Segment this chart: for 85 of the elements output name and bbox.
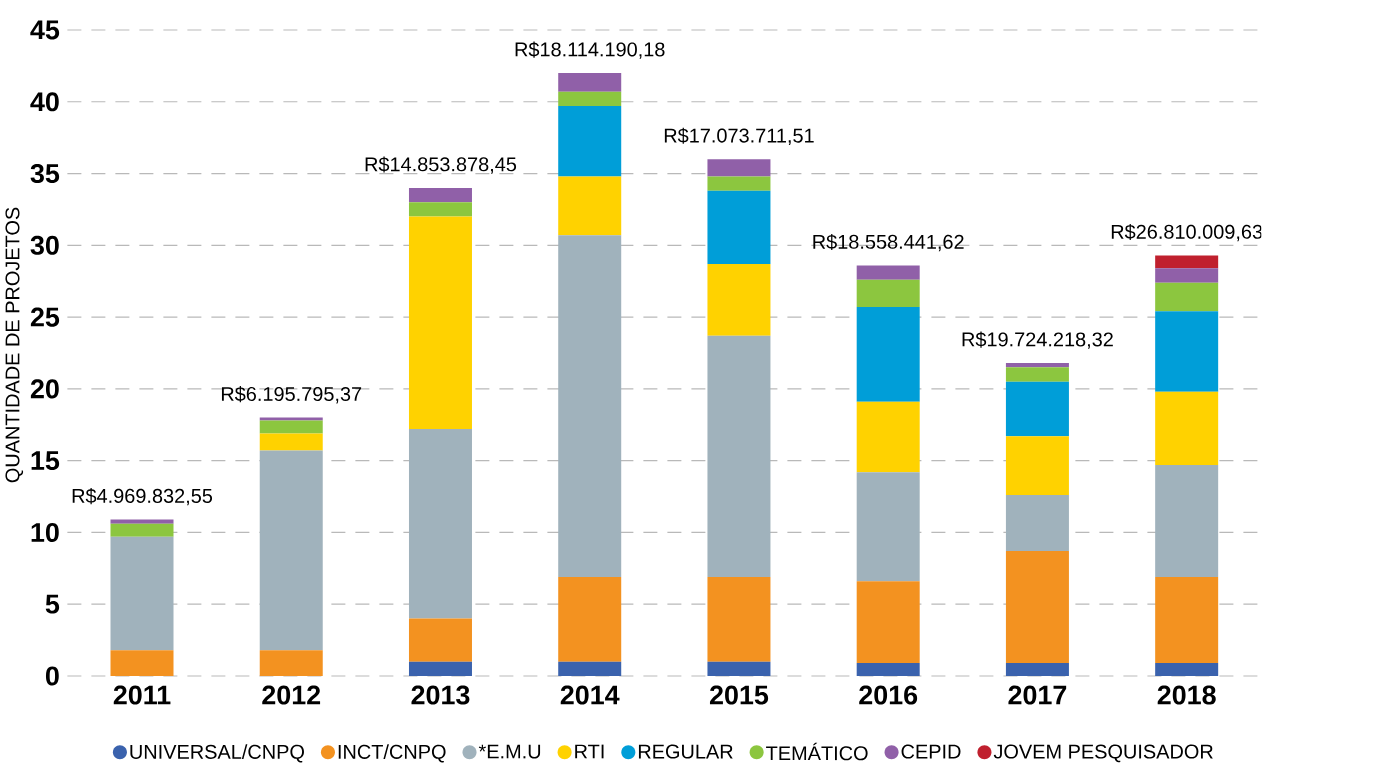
x-tick-label: 2017 [1008, 685, 1067, 705]
bar [856, 279, 920, 308]
bar [1155, 663, 1219, 676]
y-tick-label: 5 [45, 594, 60, 614]
bar [707, 190, 771, 264]
legend-label: CEPID [901, 744, 961, 759]
x-tick-label: 2013 [411, 685, 470, 705]
bar [110, 523, 174, 537]
bar [856, 265, 920, 280]
bar [1155, 576, 1219, 664]
y-tick-label: 40 [30, 92, 59, 112]
bar [1155, 268, 1219, 283]
legend-label: TEMÁTICO [766, 742, 868, 761]
bar [1005, 663, 1069, 676]
bar [1155, 464, 1219, 577]
legend-label: UNIVERSAL/CNPQ [130, 744, 304, 763]
bar [1005, 436, 1069, 496]
bar [408, 187, 472, 203]
bar [110, 536, 174, 651]
legend-label: INCT/CNPQ [338, 744, 446, 763]
legend-label: REGULAR [638, 744, 733, 759]
bar [1005, 381, 1069, 437]
y-tick-label: 0 [45, 666, 59, 686]
bar [110, 650, 174, 676]
bar [558, 91, 622, 107]
total-label: R$18.114.190,18 [515, 41, 665, 59]
legend-label: *E.M.U [478, 744, 541, 759]
total-label: R$6.195.795,37 [221, 386, 362, 404]
bar [707, 176, 771, 191]
total-label: R$18.558.441,62 [813, 233, 964, 252]
bar [558, 235, 622, 577]
y-tick-label: 20 [30, 379, 59, 399]
bar [856, 663, 920, 676]
total-label: R$17.073.711,51 [664, 127, 814, 145]
y-tick-label: 45 [30, 20, 60, 40]
bar [856, 401, 920, 473]
total-label: R$14.853.878,45 [365, 156, 517, 174]
bar [856, 581, 920, 664]
y-tick-label: 25 [30, 307, 60, 327]
y-tick-label: 35 [30, 164, 60, 184]
bar [408, 216, 472, 430]
bar [856, 472, 920, 582]
bar [856, 307, 920, 402]
bar [558, 176, 622, 236]
bar [1155, 311, 1219, 392]
bar [558, 106, 622, 177]
bar [707, 335, 771, 577]
bar [1155, 282, 1219, 312]
bar [110, 519, 174, 524]
x-tick-label: 2014 [560, 685, 620, 705]
total-label: R$19.724.218,32 [962, 331, 1113, 349]
bar [707, 263, 771, 336]
y-tick-label: 30 [30, 235, 59, 255]
bar [1005, 367, 1069, 382]
bar [408, 618, 472, 662]
bar [558, 661, 622, 676]
bar [1155, 391, 1219, 465]
bar [408, 429, 472, 619]
bar [707, 576, 771, 662]
y-axis-title: QUANTIDADE DE PROJETOS [5, 207, 24, 483]
bar [408, 202, 472, 217]
y-tick-label: 15 [31, 451, 60, 471]
bar [408, 661, 472, 676]
bar [259, 650, 323, 676]
bar [259, 433, 323, 451]
total-label: R$26.810.009,63 [1111, 223, 1263, 242]
bar [1005, 363, 1069, 368]
bar [558, 73, 622, 92]
bar [259, 450, 323, 651]
x-tick-label: 2011 [113, 685, 171, 705]
y-tick-label: 10 [31, 522, 59, 542]
bar [259, 420, 323, 434]
bar [1155, 255, 1219, 269]
x-tick-label: 2016 [859, 685, 918, 705]
legend-label: RTI [575, 744, 604, 759]
bar [558, 576, 622, 662]
legend-label: JOVEM PESQUISADOR [993, 744, 1213, 763]
bar [707, 661, 771, 676]
x-tick-label: 2015 [709, 685, 769, 705]
total-label: R$4.969.832,55 [72, 488, 213, 506]
bar [707, 159, 771, 177]
x-tick-label: 2018 [1157, 685, 1216, 705]
bar [1005, 551, 1069, 664]
bar [1005, 495, 1069, 552]
x-tick-label: 2012 [262, 685, 321, 705]
